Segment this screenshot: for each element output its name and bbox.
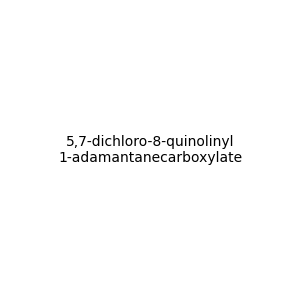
Text: 5,7-dichloro-8-quinolinyl
1-adamantanecarboxylate: 5,7-dichloro-8-quinolinyl 1-adamantaneca… bbox=[58, 135, 242, 165]
